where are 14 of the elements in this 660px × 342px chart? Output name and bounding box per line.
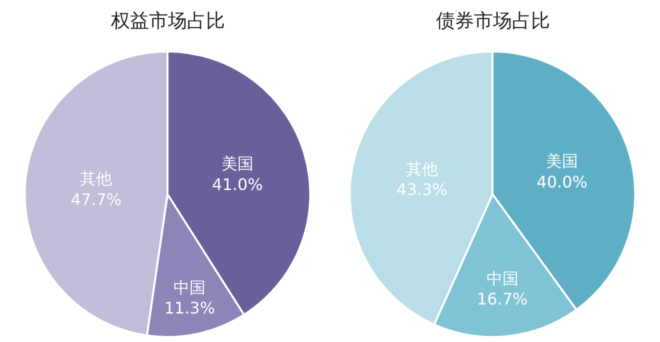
data-label: 41.0%: [212, 174, 263, 194]
data-label: 40.0%: [536, 172, 588, 192]
data-label: 47.7%: [70, 190, 122, 209]
slice-label: 美国: [546, 152, 578, 171]
chart-title: 权益市场占比: [110, 10, 225, 32]
slice-label: 美国: [221, 154, 254, 174]
slice-label: 中国: [486, 268, 518, 288]
data-label: 16.7%: [476, 290, 528, 309]
data-label: 43.3%: [396, 180, 448, 200]
slice-label: 中国: [174, 278, 206, 297]
chart-title: 债券市场占比: [436, 10, 550, 32]
data-label: 11.3%: [164, 298, 216, 318]
slice-label: 其他: [406, 159, 438, 178]
slice-label: 其他: [80, 169, 112, 188]
